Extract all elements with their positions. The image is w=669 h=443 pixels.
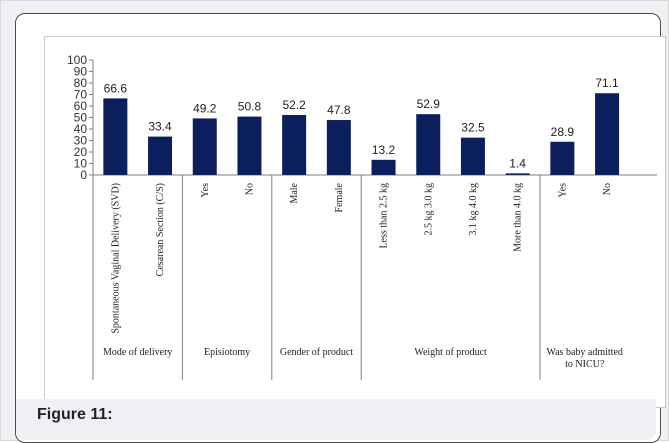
x-category-label: 2.5 kg 3.0 kg [423, 183, 434, 236]
bar [192, 118, 217, 175]
x-category-label: Female [334, 182, 345, 212]
x-category-label: Male [289, 182, 300, 203]
x-category-label: Spontaneous Vaginal Delivery (SVD) [110, 183, 121, 334]
group-label-line: Weight of product [414, 347, 487, 358]
bar [148, 136, 173, 175]
group-label: Weight of product [414, 347, 487, 358]
bar [550, 141, 575, 175]
x-category-label: Less than 2.5 kg [379, 183, 390, 249]
bar [595, 93, 620, 175]
bar [505, 173, 530, 175]
bar-value-label: 47.8 [327, 103, 351, 117]
group-label: Mode of delivery [103, 347, 172, 358]
bar [103, 98, 128, 175]
bar-value-label: 50.8 [238, 100, 262, 114]
y-tick-label: 90 [74, 65, 88, 79]
group-label-line: Episiotomy [204, 347, 250, 358]
y-tick-label: 10 [74, 157, 88, 171]
bar [237, 116, 262, 175]
bar-value-label: 52.2 [282, 98, 306, 112]
y-tick-label: 80 [74, 76, 88, 90]
x-category-label: More than 4.0 kg [513, 183, 524, 252]
bar [416, 114, 441, 175]
y-tick-label: 30 [74, 134, 88, 148]
caption-band [16, 399, 656, 440]
bar-value-label: 49.2 [193, 101, 217, 115]
bar-value-label: 66.6 [104, 81, 128, 95]
bar [282, 114, 307, 175]
group-label: Was baby admitted to NICU? [546, 347, 622, 370]
y-tick-label: 50 [74, 111, 88, 125]
y-tick-label: 40 [74, 122, 88, 136]
y-tick-label: 20 [74, 145, 88, 159]
x-category-label: Cesarean Section (C/S) [155, 183, 166, 276]
bar-value-label: 71.1 [595, 76, 619, 90]
x-category-label: Yes [200, 183, 211, 198]
bar-value-label: 33.4 [148, 120, 172, 134]
x-category-label: Yes [557, 183, 568, 198]
figure-box: 0 10 20 30 40 50 60 70 80 90 100 66.6 Spontaneous Va… [15, 13, 666, 443]
bar [460, 137, 485, 175]
y-tick-label: 0 [80, 168, 87, 182]
x-category-label: No [602, 183, 613, 195]
x-category-label: No [244, 183, 255, 195]
y-tick-label: 60 [74, 99, 88, 113]
group-label-line: to NICU? [565, 359, 605, 370]
group-label-line: Gender of product [280, 347, 354, 358]
bar-value-label: 1.4 [509, 156, 526, 170]
y-tick-label: 70 [74, 88, 88, 102]
group-label-line: Was baby admitted [546, 347, 622, 358]
bar [371, 159, 396, 175]
y-tick-label: 100 [67, 53, 87, 67]
x-category-label: 3.1 kg 4.0 kg [468, 183, 479, 236]
bar-value-label: 28.9 [551, 125, 575, 139]
group-label: Episiotomy [204, 347, 250, 358]
figure-caption: Figure 11: [37, 406, 113, 423]
group-label: Gender of product [280, 347, 354, 358]
bar-value-label: 13.2 [372, 143, 396, 157]
chart-plot-area: 0 10 20 30 40 50 60 70 80 90 100 66.6 Spontaneous Va… [44, 36, 666, 408]
bar-value-label: 52.9 [417, 97, 441, 111]
group-label-line: Mode of delivery [103, 347, 172, 358]
bar [326, 120, 351, 175]
bar-value-label: 32.5 [461, 121, 485, 135]
